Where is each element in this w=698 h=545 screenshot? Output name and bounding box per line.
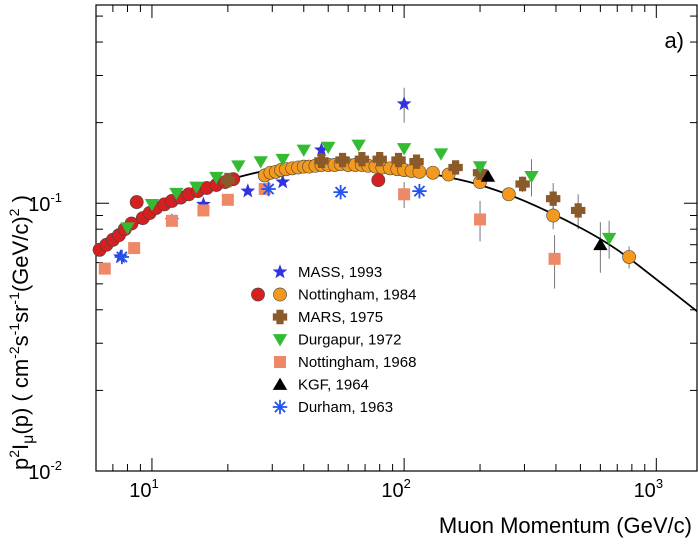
y-axis-title-part: s bbox=[8, 335, 33, 346]
y-axis-title-part: p bbox=[8, 458, 33, 470]
y-axis-title-part: μ bbox=[20, 435, 37, 444]
data-point-mass-1993 bbox=[240, 183, 256, 198]
data-point-nottingham-1968 bbox=[98, 262, 111, 275]
legend-marker-nottingham-1984 bbox=[273, 287, 287, 302]
legend-marker-nottingham-1968 bbox=[274, 356, 286, 368]
data-point-nottingham-1968 bbox=[165, 214, 178, 227]
data-point-nottingham-1968 bbox=[398, 188, 411, 201]
data-point-mars-1975 bbox=[354, 152, 370, 167]
y-axis-title-part: (GeV/c) bbox=[8, 216, 33, 292]
y-axis-title-part: sr bbox=[8, 305, 33, 323]
data-points bbox=[92, 96, 636, 275]
y-axis-title-part: (p) bbox=[8, 408, 33, 435]
legend-marker-durham-1963 bbox=[272, 399, 288, 415]
legend-label-nottingham-1984: Nottingham, 1984 bbox=[298, 287, 416, 304]
y-axis-title-part: I bbox=[8, 444, 33, 450]
data-point-durgapur-1972 bbox=[231, 160, 246, 173]
data-point-nottingham-1968 bbox=[221, 193, 234, 206]
x-tick-label: 101 bbox=[129, 476, 158, 502]
data-point-mars-1975 bbox=[372, 152, 387, 167]
data-point-nottingham-1968 bbox=[197, 204, 210, 217]
y-axis-title-part: -1 bbox=[6, 292, 22, 305]
y-tick-label: 10-1 bbox=[28, 190, 62, 216]
y-axis-title-part: ( cm bbox=[8, 359, 33, 408]
data-point-mass-1993 bbox=[314, 142, 329, 157]
data-point-durham-1963 bbox=[412, 183, 427, 199]
y-axis-title-part: ) bbox=[8, 195, 33, 208]
data-point-durham-1963 bbox=[114, 249, 130, 265]
data-point-nottingham-1984-low-momentum bbox=[129, 195, 144, 209]
data-point-mars-1975 bbox=[220, 172, 236, 188]
data-point-nottingham-1968 bbox=[548, 252, 561, 265]
data-point-durgapur-1972 bbox=[120, 222, 135, 235]
y-axis-title-part: -2 bbox=[6, 346, 22, 359]
data-point-mars-1975 bbox=[545, 191, 561, 206]
legend-marker-mars-1975 bbox=[272, 309, 288, 325]
data-point-durgapur-1972 bbox=[321, 141, 336, 154]
data-point-kgf-1964 bbox=[480, 169, 496, 182]
y-axis-title-part: 2 bbox=[6, 450, 22, 458]
panel-label: a) bbox=[664, 28, 684, 53]
y-axis-title-part: 2 bbox=[6, 208, 22, 216]
data-point-mars-1975 bbox=[314, 153, 329, 169]
data-point-nottingham-1984-low-momentum bbox=[371, 173, 386, 188]
legend-marker-mass-1993 bbox=[272, 264, 288, 279]
data-point-mars-1975 bbox=[515, 176, 530, 192]
data-point-mass-1993 bbox=[275, 174, 291, 189]
data-point-durgapur-1972 bbox=[144, 199, 160, 212]
legend: MASS, 1993 Nottingham, 1984 MARS, 1975 Durg… bbox=[251, 264, 416, 416]
legend-marker-nottingham-1984 bbox=[251, 287, 265, 302]
legend-label-kgf-1964: KGF, 1964 bbox=[298, 377, 369, 394]
y-tick-label: 10-2 bbox=[28, 458, 62, 484]
data-point-durgapur-1972 bbox=[275, 153, 290, 167]
data-point-kgf-1964 bbox=[593, 237, 608, 251]
data-point-nottingham-1984 bbox=[622, 250, 636, 264]
data-point-mars-1975 bbox=[570, 203, 586, 218]
x-axis-title: Muon Momentum (GeV/c) bbox=[439, 513, 692, 538]
y-axis-title-part: -1 bbox=[6, 323, 22, 336]
axis-ticks: 101 102 103 10-1 10-2 bbox=[28, 5, 697, 502]
data-point-nottingham-1984 bbox=[546, 208, 561, 223]
data-point-mars-1975 bbox=[409, 154, 424, 169]
data-point-durgapur-1972 bbox=[601, 232, 617, 246]
data-point-durgapur-1972 bbox=[169, 187, 184, 201]
data-point-nottingham-1968 bbox=[128, 242, 141, 255]
error-bars bbox=[403, 87, 630, 289]
data-point-mars-1975 bbox=[335, 152, 350, 168]
data-point-mass-1993 bbox=[196, 196, 211, 211]
data-point-durgapur-1972 bbox=[296, 144, 311, 157]
data-point-durgapur-1972 bbox=[209, 171, 224, 185]
data-point-mars-1975 bbox=[391, 152, 406, 168]
data-point-durgapur-1972 bbox=[189, 181, 204, 194]
data-point-nottingham-1984 bbox=[501, 187, 516, 202]
x-tick-label: 103 bbox=[634, 476, 663, 502]
data-point-durgapur-1972 bbox=[396, 143, 412, 156]
data-point-nottingham-1968 bbox=[474, 213, 487, 226]
legend-marker-kgf-1964 bbox=[272, 377, 288, 390]
legend-label-nottingham-1968: Nottingham, 1968 bbox=[298, 354, 416, 371]
data-point-nottingham-1984 bbox=[425, 165, 440, 180]
data-point-durgapur-1972 bbox=[351, 139, 366, 152]
legend-label-mass-1993: MASS, 1993 bbox=[298, 264, 382, 281]
data-point-durham-1963 bbox=[261, 181, 276, 197]
x-tick-label: 102 bbox=[381, 476, 410, 502]
y-axis-title: p2Iμ(p) ( cm-2s-1sr-1(GeV/c)2 ) bbox=[6, 195, 37, 470]
plot-frame bbox=[95, 4, 698, 472]
legend-label-mars-1975: MARS, 1975 bbox=[298, 309, 383, 326]
data-point-mars-1975 bbox=[448, 160, 463, 175]
legend-marker-durgapur-1972 bbox=[272, 334, 288, 347]
legend-label-durgapur-1972: Durgapur, 1972 bbox=[298, 332, 401, 349]
data-point-durgapur-1972 bbox=[472, 161, 488, 174]
data-point-mass-1993 bbox=[396, 96, 412, 111]
data-point-durham-1963 bbox=[333, 184, 348, 200]
legend-label-durham-1963: Durham, 1963 bbox=[298, 399, 393, 416]
data-point-durgapur-1972 bbox=[253, 156, 268, 169]
data-point-durgapur-1972 bbox=[524, 170, 539, 184]
data-point-durgapur-1972 bbox=[433, 148, 449, 161]
